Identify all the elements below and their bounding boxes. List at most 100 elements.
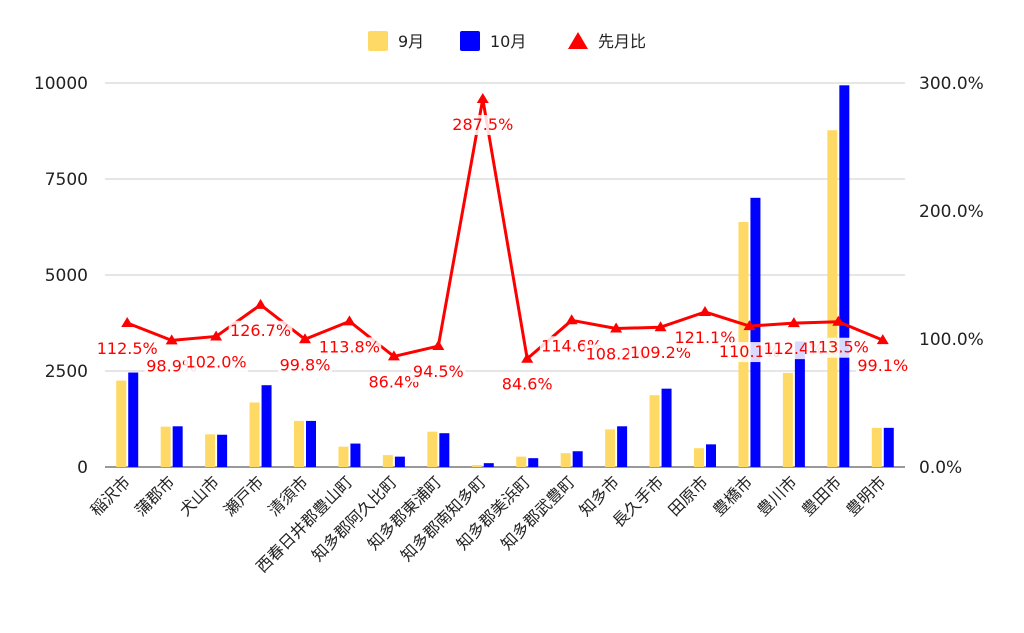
- legend-swatch: [460, 31, 480, 51]
- legend: 9月 10月 先月比: [368, 31, 646, 51]
- legend-label: 9月: [398, 32, 424, 51]
- ratio-marker: [832, 315, 845, 326]
- x-tick-category: 蒲郡市: [131, 472, 178, 519]
- bar-10gatsu: [617, 426, 628, 467]
- ratio-label: 84.6%: [502, 375, 553, 394]
- bar-9gatsu: [160, 426, 171, 467]
- bar-10gatsu: [883, 427, 894, 467]
- bar-10gatsu: [572, 451, 583, 467]
- ratio-marker: [299, 333, 311, 344]
- ratio-marker: [476, 93, 489, 103]
- ratio-marker: [743, 320, 756, 331]
- ratio-label: 126.7%: [230, 321, 291, 340]
- ratio-marker: [876, 334, 889, 345]
- bar-9gatsu: [427, 431, 438, 467]
- bar-9gatsu: [294, 420, 304, 467]
- x-tick-category: 豊明市: [842, 472, 889, 519]
- x-axis-categories: 稲沢市蒲郡市犬山市瀬戸市清須市西春日井郡豊山町知多郡阿久比町知多郡東浦町知多郡南…: [87, 472, 890, 576]
- y-tick-right: 0.0%: [919, 458, 962, 478]
- legend-swatch-triangle: [568, 32, 588, 49]
- bar-10gatsu: [661, 388, 672, 467]
- ratio-label-bg: [500, 374, 555, 395]
- bar-9gatsu: [116, 380, 127, 467]
- bar-10gatsu: [394, 456, 405, 467]
- bar-10gatsu: [439, 433, 450, 467]
- y-axis-left: 0 2500 5000 7500 10000: [34, 74, 88, 478]
- bar-10gatsu: [794, 341, 805, 467]
- y-tick-right: 200.0%: [919, 202, 984, 222]
- bar-10gatsu: [306, 420, 316, 467]
- y-tick-right: 100.0%: [919, 330, 984, 350]
- bar-9gatsu: [338, 446, 349, 467]
- ratio-label-bg: [411, 362, 466, 383]
- bar-9gatsu: [827, 130, 838, 467]
- bar-10gatsu: [350, 443, 361, 467]
- ratio-marker: [654, 321, 667, 332]
- y-tick-left: 0: [77, 458, 88, 478]
- bar-10gatsu: [528, 458, 539, 467]
- legend-label: 10月: [490, 32, 526, 51]
- x-tick-category: 豊田市: [798, 472, 845, 519]
- y-axis-right: 0.0% 100.0% 200.0% 300.0%: [919, 74, 984, 478]
- ratio-label: 99.8%: [280, 355, 331, 374]
- bar-9gatsu: [382, 455, 393, 467]
- ratio-marker: [254, 298, 267, 309]
- ratio-label-bg: [628, 343, 693, 364]
- x-tick-category: 豊川市: [753, 472, 800, 519]
- ratio-marker: [343, 315, 356, 326]
- ratio-label: 287.5%: [452, 115, 513, 134]
- ratio-label-bg: [806, 337, 871, 358]
- ratio-label: 86.4%: [368, 372, 419, 391]
- ratio-line-path: [126, 97, 884, 361]
- ratio-marker: [565, 314, 578, 325]
- x-tick-category: 田原市: [664, 472, 711, 519]
- ratio-marker: [699, 305, 711, 316]
- ratio-line: [121, 93, 889, 363]
- bar-9gatsu: [249, 402, 260, 467]
- ratio-marker: [787, 317, 800, 328]
- y-tick-left: 5000: [45, 266, 88, 286]
- bar-10gatsu: [750, 197, 761, 468]
- y-tick-right: 300.0%: [919, 74, 984, 94]
- ratio-marker: [121, 317, 134, 327]
- y-tick-left: 2500: [45, 362, 88, 382]
- y-tick-left: 10000: [34, 74, 88, 94]
- ratio-marker: [165, 334, 178, 345]
- bar-9gatsu: [205, 434, 216, 467]
- bar-9gatsu: [649, 395, 660, 467]
- ratio-label: 102.0%: [186, 352, 247, 371]
- ratio-label: 112.5%: [97, 339, 158, 358]
- ratio-marker: [432, 340, 445, 351]
- ratio-label: 94.5%: [413, 362, 464, 381]
- bar-10gatsu: [483, 463, 494, 467]
- ratio-label-bg: [855, 356, 910, 377]
- x-tick-category: 豊橋市: [709, 472, 756, 519]
- ratio-label-bg: [317, 337, 382, 358]
- x-tick-category: 稲沢市: [87, 472, 134, 519]
- bar-9gatsu: [560, 453, 571, 467]
- bar-10gatsu: [217, 434, 228, 467]
- ratio-label-bg: [450, 115, 515, 135]
- ratio-label-bg: [278, 355, 332, 376]
- bar-9gatsu: [871, 427, 882, 467]
- ratio-label-bg: [366, 372, 421, 393]
- ratio-label: 113.8%: [319, 337, 380, 356]
- y-tick-left: 7500: [45, 170, 88, 190]
- ratio-label-bg: [228, 320, 293, 341]
- bar-10gatsu: [839, 85, 850, 467]
- bar-9gatsu: [605, 429, 616, 467]
- ratio-marker: [521, 352, 534, 363]
- x-tick-category: 犬山市: [176, 472, 223, 519]
- bar-10gatsu: [128, 372, 139, 467]
- bar-9gatsu: [516, 456, 527, 467]
- bar-10gatsu: [261, 385, 272, 467]
- ratio-label: 99.1%: [857, 356, 908, 375]
- ratio-marker: [610, 322, 623, 333]
- bar-10gatsu: [706, 444, 716, 467]
- bar-9gatsu: [782, 372, 793, 467]
- bars: [116, 85, 894, 468]
- bar-9gatsu: [694, 448, 704, 467]
- legend-swatch: [368, 31, 388, 51]
- ratio-label: 113.5%: [808, 338, 869, 357]
